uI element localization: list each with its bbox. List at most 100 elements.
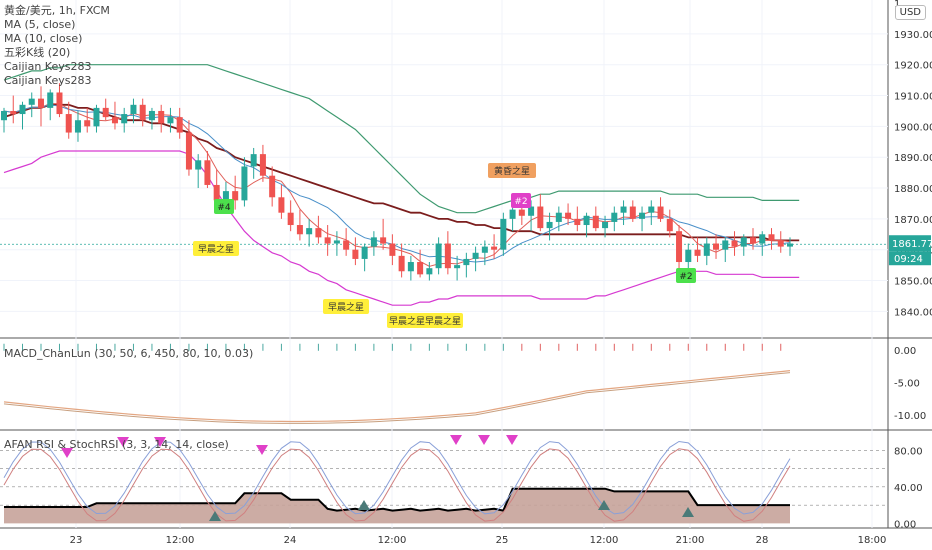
candle-body: [389, 243, 396, 256]
candle-body: [250, 154, 257, 167]
price-tick-label: 1920.00: [894, 61, 932, 72]
price-tag-box: [889, 235, 931, 252]
pattern-label-evening-star-box: [488, 163, 536, 178]
legend-rsi[interactable]: AFAN RSI & StochRSI (3, 3, 14, 14, close…: [4, 438, 229, 451]
candle-body: [768, 234, 775, 241]
candle-body: [121, 114, 128, 124]
legend-ma10[interactable]: MA (10, close): [4, 32, 83, 45]
candle-body: [777, 240, 784, 247]
candle-body: [620, 206, 627, 213]
candle-body: [352, 249, 359, 259]
candle-body: [1, 110, 7, 121]
candle-body: [407, 262, 414, 272]
candle-body: [130, 104, 137, 115]
candle-body: [370, 237, 377, 247]
pattern-label-morning-star-double-box: [387, 313, 463, 328]
candle-body: [426, 268, 433, 275]
time-tick-label: 25: [496, 535, 509, 546]
price-countdown-box: [889, 251, 931, 266]
count-label-2-bottom: #2: [679, 272, 692, 282]
candle-body: [491, 246, 498, 250]
legend-main: 黄金/美元, 1h, FXCM MA (5, close) MA (10, cl…: [4, 4, 110, 88]
candle-body: [315, 228, 322, 238]
overbought-marker: [256, 445, 268, 455]
count-label-2-bottom-box: [676, 268, 696, 283]
candle-body: [241, 166, 248, 201]
candle-body: [509, 209, 516, 219]
legend-keys1[interactable]: Caijian Keys283: [4, 60, 92, 73]
rsi-pane: [0, 435, 888, 524]
candle-body: [740, 237, 747, 247]
candle-body: [713, 243, 720, 250]
legend-ma5[interactable]: MA (5, close): [4, 18, 76, 31]
candle-body: [759, 234, 766, 244]
ma-long-line: [3, 103, 800, 242]
candle-body: [296, 225, 303, 235]
count-label-4: #4: [217, 203, 231, 213]
candle-body: [629, 206, 636, 219]
time-tick-label: 28: [756, 535, 769, 546]
legend-macd[interactable]: MACD_ChanLun (30, 50, 6, 450, 80, 10, 0.…: [4, 347, 254, 360]
candle-body: [324, 237, 331, 244]
candle-body: [111, 117, 118, 124]
currency-button[interactable]: USD: [894, 5, 926, 20]
legend-keys2[interactable]: Caijian Keys283: [4, 74, 92, 87]
candle-body: [287, 212, 294, 226]
candle-body: [611, 212, 618, 222]
price-tick-label: 1880.00: [894, 184, 932, 195]
candle-body: [731, 240, 738, 247]
pattern-label-morning-star: 早晨之星: [198, 243, 234, 255]
candle-body: [259, 154, 266, 176]
candle-body: [361, 246, 368, 259]
legend-symbol[interactable]: 黄金/美元, 1h, FXCM: [4, 4, 110, 17]
candle-body: [56, 92, 63, 115]
candle-body: [102, 107, 109, 118]
pattern-label-morning-star-double: 早晨之星早晨之星: [389, 315, 461, 327]
candle-body: [703, 243, 710, 256]
candle-body: [685, 249, 692, 263]
rsi-area: [4, 488, 790, 524]
count-label-4-box: [214, 199, 234, 214]
overbought-marker: [450, 435, 462, 445]
candle-body: [657, 206, 664, 219]
candle-body: [546, 221, 553, 229]
time-tick-label: 23: [70, 535, 83, 546]
candle-body: [380, 237, 387, 244]
candle-body: [694, 249, 701, 256]
macd-signal-line: [3, 372, 791, 424]
candle-body: [574, 218, 581, 226]
candle-body: [232, 191, 239, 201]
rsi-tick-label: 0.00: [894, 519, 916, 530]
candle-body: [602, 221, 609, 229]
candle-body: [666, 218, 673, 232]
price-tick-label: 1910.00: [894, 92, 932, 103]
macd-pane: [3, 343, 791, 424]
boll-lower-line: [3, 150, 800, 306]
pattern-label-morning-star-box: [323, 299, 369, 314]
macd-tick-label: 0.00: [894, 346, 916, 357]
overbought-marker: [117, 437, 129, 447]
time-tick-label: 21:00: [676, 535, 705, 546]
candle-body: [65, 114, 72, 133]
overbought-marker: [478, 435, 490, 445]
candle-body: [481, 246, 488, 253]
price-tick-label: 1870.00: [894, 215, 932, 226]
stochrsi-d-line: [3, 448, 791, 522]
candle-body: [19, 104, 26, 115]
price-tick-label: 1840.00: [894, 307, 932, 318]
rsi-tick-label: 40.00: [894, 483, 923, 494]
overbought-marker: [506, 435, 518, 445]
candle-body: [565, 212, 572, 219]
price-axis: 1840.001850.001860.001870.001880.001890.…: [70, 0, 932, 546]
candle-body: [787, 243, 793, 247]
candle-body: [167, 117, 174, 124]
candle-body: [204, 160, 211, 185]
candle-body: [537, 206, 544, 229]
legend-boll[interactable]: 五彩K线 (20): [4, 46, 71, 59]
price-countdown: 09:24: [894, 254, 923, 265]
candles: [1, 83, 793, 281]
candle-body: [93, 107, 100, 127]
candle-body: [398, 255, 405, 272]
